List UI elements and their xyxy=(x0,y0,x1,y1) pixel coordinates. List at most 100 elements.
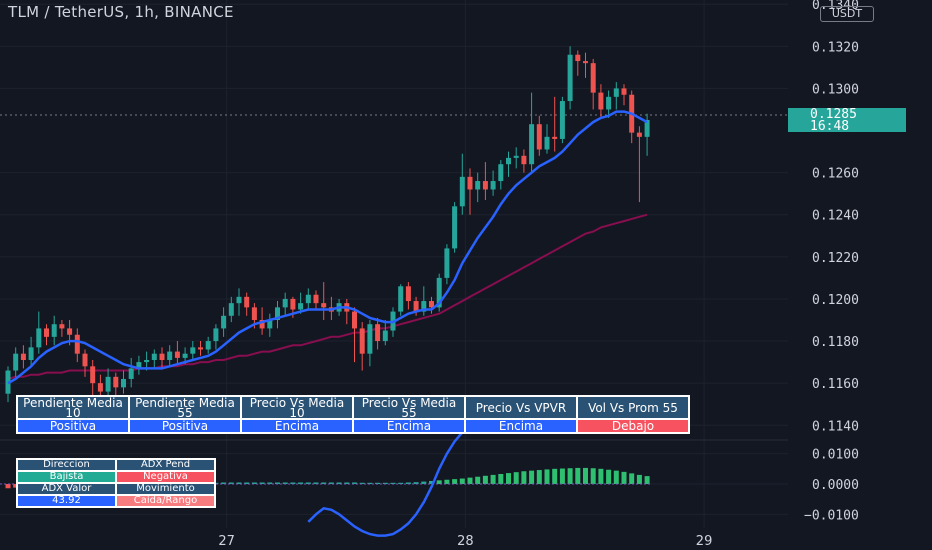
candle xyxy=(105,368,111,400)
candle-body xyxy=(59,324,65,329)
candle-body xyxy=(398,286,404,312)
candle-body xyxy=(244,296,250,308)
candle-body xyxy=(20,353,26,360)
status-header-cell: Precio Vs Media 10 xyxy=(242,397,352,419)
histogram-bar xyxy=(352,482,357,484)
candle-body xyxy=(459,176,465,207)
candle-body xyxy=(529,124,535,165)
histogram-bar xyxy=(467,477,473,484)
histogram-bar xyxy=(521,471,527,484)
candle-body xyxy=(259,320,265,329)
candle xyxy=(44,324,49,346)
histogram-bar xyxy=(552,468,558,484)
candle-body xyxy=(90,366,96,384)
price-tick-label: 0.1320 xyxy=(812,40,859,55)
ma-55-layer xyxy=(7,213,648,380)
candle xyxy=(405,282,411,310)
adx-table-cell: Movimiento xyxy=(117,484,214,494)
osc-tick-label: −0.0100 xyxy=(804,508,859,523)
histogram-bar xyxy=(313,482,319,484)
candle xyxy=(305,288,311,310)
candle-body xyxy=(36,328,42,348)
candle-body xyxy=(482,181,488,190)
grid-lines xyxy=(0,0,788,528)
ma-10-layer xyxy=(7,110,648,385)
histogram-bar xyxy=(382,482,388,484)
candle-body xyxy=(51,324,57,337)
price-unit-badge[interactable]: USDT xyxy=(820,6,874,22)
osc-tick-label: 0.0000 xyxy=(812,478,859,493)
candle xyxy=(536,115,542,156)
candle xyxy=(636,126,642,203)
status-table-value-row: Positiva Positiva Encima Encima Encima Debajo xyxy=(18,420,688,432)
time-axis[interactable]: 27 28 29 xyxy=(218,534,712,549)
candle-body xyxy=(405,286,411,302)
histogram-bar xyxy=(475,476,481,484)
candle-body xyxy=(590,63,596,93)
candle-body xyxy=(382,330,388,342)
histogram-bar xyxy=(267,482,273,484)
candle xyxy=(436,273,442,312)
candle-body xyxy=(352,311,357,329)
candle-body xyxy=(429,301,434,308)
candle-body xyxy=(198,347,203,350)
histogram-bar xyxy=(444,479,450,484)
candle xyxy=(352,307,357,363)
candle-body xyxy=(583,61,588,64)
candle-body xyxy=(267,320,273,329)
bar-countdown: 16:48 xyxy=(810,119,850,134)
candle-body xyxy=(598,92,604,110)
candle xyxy=(567,46,573,110)
candle xyxy=(13,347,19,377)
histogram-bar xyxy=(559,468,565,484)
candle xyxy=(59,320,65,337)
adx-table: Direccion ADX Pend Bajista Negativa ADX Valo… xyxy=(16,458,216,508)
candle-body xyxy=(151,353,157,360)
candle xyxy=(367,320,373,367)
candle xyxy=(36,311,42,354)
price-tick-label: 0.1300 xyxy=(812,82,859,97)
candle-body xyxy=(498,164,504,182)
candle-body xyxy=(621,88,627,95)
candle xyxy=(174,341,180,365)
price-tick-label: 0.1240 xyxy=(812,209,859,224)
candle xyxy=(236,288,242,316)
candle-body xyxy=(182,353,188,358)
candle-body xyxy=(490,181,496,190)
candle xyxy=(151,349,157,369)
price-axis[interactable]: 0.1140 0.1160 0.1180 0.1200 0.1220 0.1240 0.12… xyxy=(804,0,859,523)
price-tick-label: 0.1220 xyxy=(812,251,859,266)
price-tick-label: 0.1180 xyxy=(812,335,859,350)
candle-body xyxy=(413,301,419,312)
candle xyxy=(606,90,612,118)
candle xyxy=(205,336,211,354)
adx-table-cell: Negativa xyxy=(117,472,214,482)
histogram-bar xyxy=(290,482,296,484)
histogram-bar xyxy=(490,474,496,484)
candle-body xyxy=(236,296,242,304)
candle-body xyxy=(251,307,257,320)
candle xyxy=(190,341,196,360)
histogram-bar xyxy=(621,471,627,484)
histogram-bar xyxy=(506,473,511,484)
status-value-cell: Encima xyxy=(242,420,352,432)
candle xyxy=(51,315,57,346)
histogram-bar xyxy=(259,482,265,484)
histogram-bar xyxy=(590,468,596,484)
status-header-cell: Precio Vs VPVR xyxy=(466,397,576,418)
status-value-cell: Debajo xyxy=(578,420,688,432)
candle-body xyxy=(174,351,180,358)
candle xyxy=(167,345,173,367)
candle-body xyxy=(97,383,103,392)
candle xyxy=(513,147,519,169)
candle xyxy=(121,370,126,394)
time-tick-label: 28 xyxy=(457,534,474,549)
histogram-bar xyxy=(583,467,588,484)
candle xyxy=(198,341,203,356)
candle-body xyxy=(606,96,612,110)
candle xyxy=(28,336,34,367)
adx-table-row: 43.92 Caida/Rango xyxy=(18,496,214,506)
candle-body xyxy=(513,155,519,158)
histogram-bar xyxy=(613,470,619,484)
candle-body xyxy=(575,54,581,62)
